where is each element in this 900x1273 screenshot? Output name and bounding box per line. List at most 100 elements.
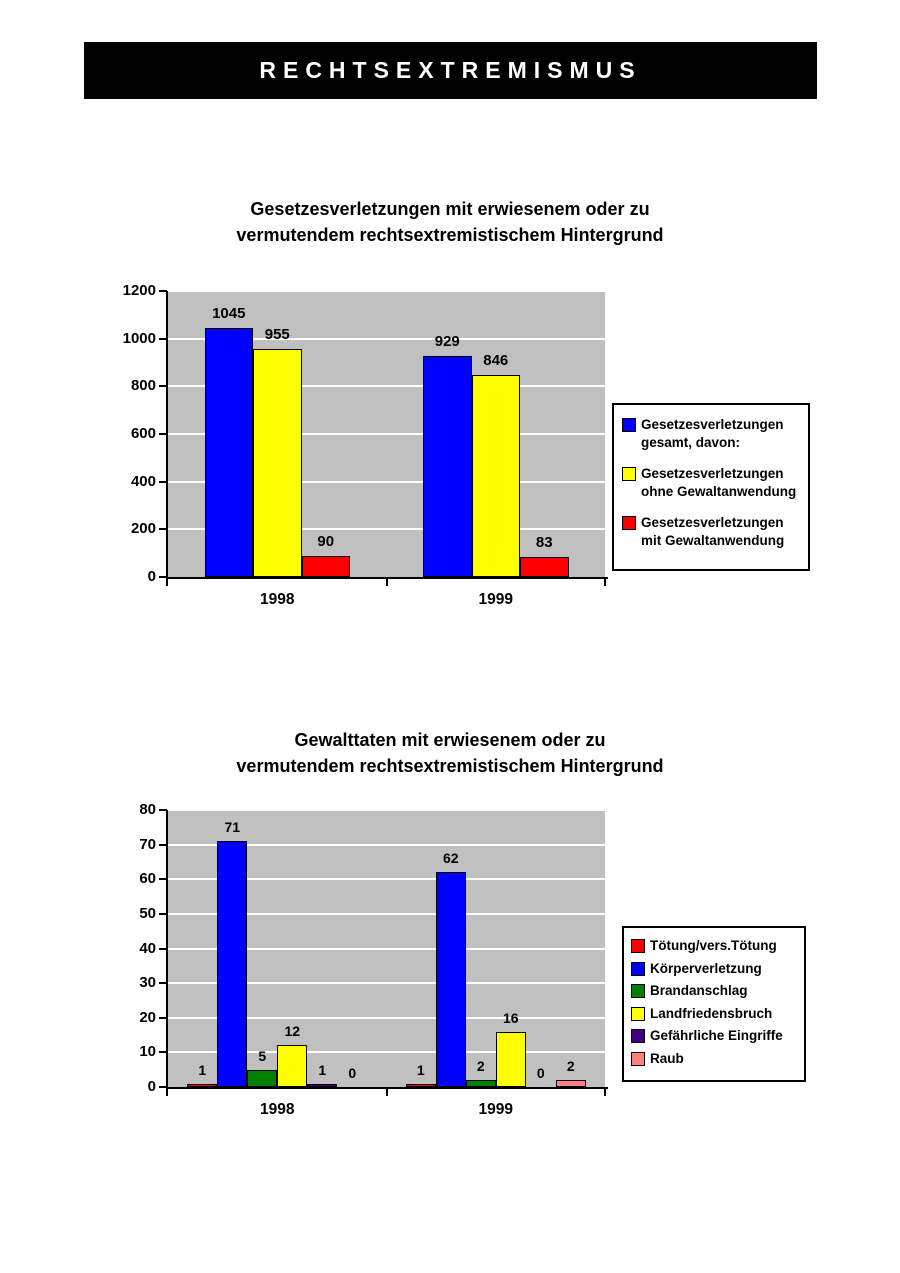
y-axis-line — [166, 810, 168, 1096]
y-axis-label: 10 — [139, 1043, 156, 1061]
bar-value-label: 83 — [535, 534, 553, 552]
legend-swatch-icon — [631, 961, 645, 976]
chart-2-title: Gewalttaten mit erwiesenem oder zu vermu… — [236, 730, 664, 776]
y-tick — [159, 1086, 167, 1088]
legend-label: Gesetzesverletzungen mit Gewaltanwendung — [641, 515, 785, 548]
bar-value-label: 16 — [502, 1009, 519, 1026]
legend: Tötung/vers.Tötung Körperverletzung Branda… — [622, 926, 806, 1082]
bar-1999-series-0 — [405, 1083, 436, 1087]
bar-value-label: 846 — [483, 352, 509, 370]
bar-1998-series-2 — [247, 1069, 278, 1087]
y-tick — [159, 912, 167, 915]
chart-gesetzesverletzungen: 0 200 400 600 800 1000 1200 1045 955 90 1998 929 846… — [122, 282, 810, 608]
y-tick — [159, 878, 167, 881]
legend-item-2: Brandanschlag — [631, 982, 799, 1000]
y-tick — [159, 947, 167, 950]
bar-1999-series-1 — [471, 375, 520, 577]
bar-1999-series-0 — [423, 355, 472, 577]
y-axis-label: 1000 — [122, 329, 156, 347]
y-axis-label: 800 — [130, 377, 156, 395]
bar-1999-series-3 — [495, 1031, 526, 1087]
legend-item-0: Gesetzesverletzungen gesamt, davon: — [622, 416, 800, 451]
y-axis-label: 0 — [147, 568, 156, 585]
bar-1999-series-2 — [465, 1080, 496, 1087]
y-axis-label: 200 — [130, 520, 156, 538]
gridline — [168, 982, 605, 985]
x-tick — [604, 579, 606, 586]
y-tick — [159, 385, 167, 388]
y-axis-label: 0 — [147, 1078, 156, 1095]
bar-1998-series-1 — [217, 841, 248, 1087]
bar-value-label: 929 — [434, 332, 460, 350]
legend-swatch-icon — [631, 939, 645, 953]
legend-swatch-icon — [622, 418, 636, 432]
x-tick — [385, 1089, 388, 1096]
y-tick — [159, 290, 167, 292]
bar-1999-series-5 — [555, 1080, 586, 1087]
legend-label: Raub — [650, 1050, 684, 1066]
y-tick — [159, 1016, 167, 1019]
bar-1998-series-3 — [277, 1045, 308, 1087]
gridline — [168, 480, 605, 483]
x-tick — [604, 1089, 606, 1096]
x-axis-label: 1998 — [260, 1101, 295, 1118]
bar-value-label: 1 — [318, 1061, 327, 1078]
y-tick — [159, 528, 167, 531]
gridline — [168, 337, 605, 340]
y-axis-label: 40 — [139, 939, 156, 957]
y-tick — [159, 1051, 167, 1054]
y-tick — [159, 982, 167, 985]
bar-1998-series-0 — [204, 327, 253, 577]
bar-value-label: 62 — [442, 850, 459, 867]
bar-value-label: 1 — [198, 1061, 207, 1078]
bar-value-label: 90 — [317, 532, 335, 550]
legend-item-1: Körperverletzung — [631, 960, 799, 978]
bar-1999-series-2 — [520, 557, 569, 577]
legend-swatch-icon — [631, 1006, 645, 1021]
gridline — [168, 843, 605, 846]
y-tick — [159, 843, 167, 846]
legend-label: Körperverletzung — [650, 960, 762, 976]
legend: Gesetzesverletzungen gesamt, davon: Geset… — [612, 403, 810, 571]
y-axis-label: 30 — [139, 974, 156, 992]
bar-1998-series-1 — [253, 349, 302, 577]
x-axis-label: 1999 — [478, 591, 513, 608]
legend-label: Gesetzesverletzungen gesamt, davon: — [641, 417, 784, 450]
legend-item-3: Landfriedensbruch — [631, 1005, 799, 1023]
bar-value-label: 12 — [284, 1023, 301, 1040]
bar-value-label: 2 — [476, 1058, 485, 1075]
legend-swatch-icon — [631, 984, 645, 998]
gridline — [168, 878, 605, 881]
gridline — [168, 1016, 605, 1019]
y-tick — [159, 809, 167, 811]
x-axis-line — [166, 577, 608, 579]
legend-swatch-icon — [631, 1051, 645, 1066]
gridline — [168, 385, 605, 388]
gridline — [168, 433, 605, 435]
legend-item-0: Tötung/vers.Tötung — [631, 937, 799, 955]
legend-item-5: Raub — [631, 1050, 799, 1068]
y-axis-label: 70 — [139, 835, 156, 853]
y-axis-label: 50 — [139, 904, 156, 922]
legend-item-4: Gefährliche Eingriffe — [631, 1027, 799, 1045]
bar-1998-series-4 — [307, 1083, 338, 1087]
bar-1999-series-1 — [435, 872, 466, 1087]
legend-label: Landfriedensbruch — [650, 1005, 773, 1021]
legend-label: Tötung/vers.Tötung — [650, 938, 777, 953]
y-tick — [159, 576, 167, 578]
gridline — [168, 947, 605, 950]
legend-item-2: Gesetzesverletzungen mit Gewaltanwendung — [622, 514, 800, 549]
gridline — [168, 809, 605, 811]
y-axis-label: 400 — [130, 472, 156, 490]
y-tick — [159, 480, 167, 483]
gridline — [168, 912, 605, 915]
gridline — [168, 528, 605, 531]
page-title: RECHTSEXTREMISMUS — [259, 57, 642, 83]
chart-1-title: Gesetzesverletzungen mit erwiesenem oder… — [236, 199, 664, 245]
bar-value-label: 5 — [258, 1047, 267, 1064]
x-axis-line — [166, 1087, 608, 1089]
y-axis-label: 600 — [130, 425, 156, 442]
legend-swatch-icon — [622, 516, 636, 530]
bar-value-label: 2 — [566, 1058, 575, 1075]
